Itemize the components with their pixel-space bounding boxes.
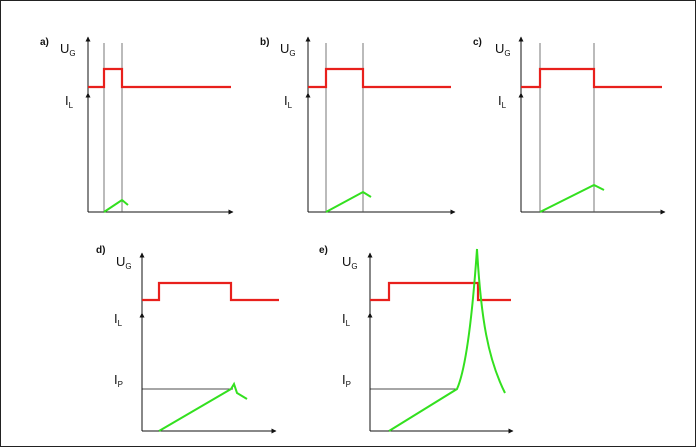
panel-e-ip-label: IP (342, 372, 351, 389)
panel-c-ug-label: UG (495, 41, 511, 58)
panel-a-il-label: IL (65, 93, 74, 110)
panel-b-ug-label: UG (280, 41, 296, 58)
panel-e-gate-pulse (370, 281, 511, 302)
panel-c-gate-pulse (521, 67, 662, 89)
panel-d-current-curve (158, 381, 248, 432)
panel-a: a) UG IL (40, 36, 234, 215)
panel-d-ug-label: UG (116, 254, 132, 271)
panel-b: b) UG IL (260, 36, 456, 215)
panel-e-il-label: IL (342, 311, 351, 328)
panel-d: d) UG IL IP (96, 245, 279, 434)
panel-b-current-curve (325, 190, 372, 213)
panel-c-current-curve (539, 183, 605, 213)
panel-b-il-label: IL (284, 93, 293, 110)
panel-a-current-curve (103, 198, 129, 213)
panel-b-gate-pulse (308, 67, 451, 89)
panel-c-il-label: IL (498, 93, 507, 110)
panel-a-letter: a) (40, 37, 49, 48)
panel-d-gate-pulse (142, 281, 279, 302)
panel-d-il-label: IL (114, 311, 123, 328)
panel-d-letter: d) (96, 245, 105, 256)
panel-b-letter: b) (260, 37, 269, 48)
panel-c: c) UG IL (473, 36, 666, 215)
panel-a-ug-label: UG (60, 41, 76, 58)
panel-a-gate-pulse (88, 67, 231, 89)
panel-e: e) UG IL IP (319, 245, 514, 434)
panel-c-letter: c) (473, 37, 482, 48)
panel-d-ip-label: IP (114, 372, 123, 389)
panel-e-current-curve (388, 248, 506, 432)
panel-e-letter: e) (319, 245, 328, 256)
panel-e-ug-label: UG (342, 254, 358, 271)
